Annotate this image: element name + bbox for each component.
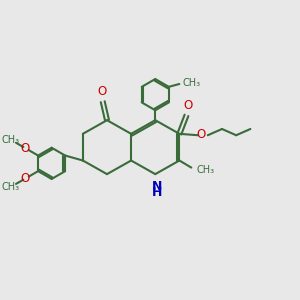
Text: O: O: [196, 128, 206, 141]
Text: O: O: [98, 85, 107, 98]
Text: O: O: [21, 142, 30, 155]
Text: H: H: [152, 186, 162, 199]
Text: CH₃: CH₃: [183, 78, 201, 88]
Text: O: O: [183, 99, 193, 112]
Text: CH₃: CH₃: [196, 165, 214, 175]
Text: CH₃: CH₃: [2, 135, 20, 145]
Text: CH₃: CH₃: [2, 182, 20, 192]
Text: O: O: [21, 172, 30, 185]
Text: N: N: [152, 180, 162, 193]
